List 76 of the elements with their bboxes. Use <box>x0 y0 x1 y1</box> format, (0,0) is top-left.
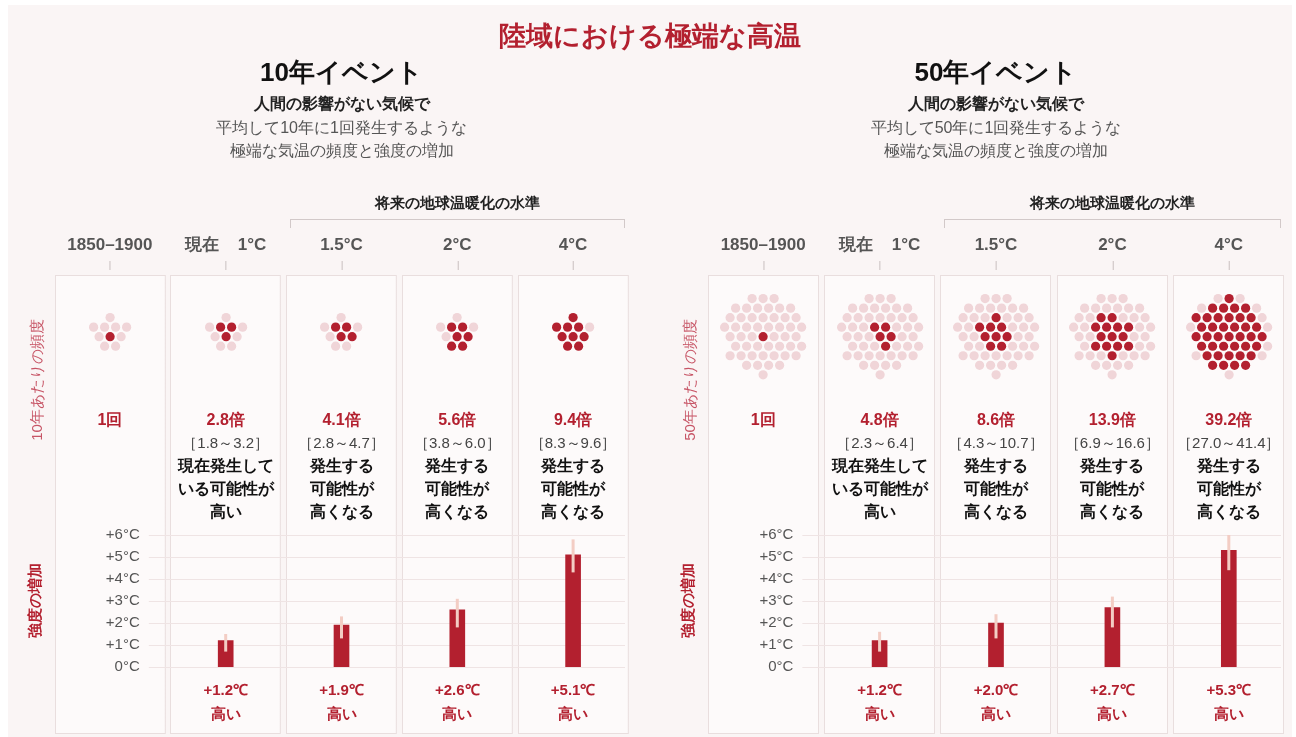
text: 発生する可能性が高くなる <box>541 457 606 520</box>
text: 現在発生している可能性が高い <box>831 457 928 520</box>
bar <box>217 640 234 667</box>
data-label: +5.3℃ 高い <box>1206 681 1252 723</box>
y-tick-label: +2°C <box>759 613 794 631</box>
data-label: 9.4倍 <box>553 410 593 430</box>
data-label: 8.6倍 <box>976 410 1016 430</box>
y-axis-title: 強度の増加 <box>26 562 44 638</box>
text: 発生する可能性が高くなる <box>309 457 374 520</box>
bar <box>1104 607 1121 667</box>
category-label: 2°C <box>1098 234 1127 256</box>
y-tick-label: +3°C <box>105 591 140 609</box>
y-axis-title: 強度の増加 <box>679 562 697 638</box>
text: 50年イベント <box>914 56 1078 88</box>
text: 将来の地球温暖化の水準 <box>1029 194 1195 212</box>
text: ［8.3～9.6］ <box>529 434 617 451</box>
text: ［6.9～16.6］ <box>1064 434 1160 451</box>
data-label: 4.1倍 <box>322 410 361 430</box>
category-label: 2°C <box>443 234 472 256</box>
text: 人間の影響がない気候で平均して50年に1回発生するような極端な気温の頻度と強度の増加 <box>869 94 1123 161</box>
category-label: 1.5°C <box>974 234 1018 256</box>
y-tick-label: +5°C <box>759 547 794 565</box>
category-label: 1850–1900 <box>67 234 153 256</box>
data-label: +5.1℃ 高い <box>550 681 596 723</box>
data-label: 1回 <box>750 410 776 430</box>
text: 発生する可能性が高くなる <box>1196 457 1261 520</box>
text: 現在発生している可能性が高い <box>177 457 274 520</box>
text: ［2.3～6.4］ <box>836 434 923 451</box>
bar <box>449 609 466 667</box>
data-label: 13.9倍 <box>1088 410 1136 430</box>
data-label: 5.6倍 <box>438 410 477 430</box>
category-label: 現在 1°C <box>185 234 267 256</box>
text: 発生する可能性が高くなる <box>1080 457 1145 520</box>
text: 発生する可能性が高くなる <box>425 457 490 520</box>
text: ［1.8～3.2］ <box>182 434 270 451</box>
y-tick-label: +5°C <box>105 547 140 565</box>
category-label: 4°C <box>1214 234 1244 256</box>
text: 50年あたりの頻度 <box>681 319 699 441</box>
y-tick-label: +1°C <box>105 635 140 653</box>
y-tick-label: 0°C <box>768 657 794 675</box>
data-label: +2.7℃ 高い <box>1090 681 1135 723</box>
y-tick-label: +4°C <box>759 569 794 587</box>
bar <box>988 622 1004 667</box>
y-tick-label: 0°C <box>114 657 140 675</box>
bar <box>1220 550 1237 667</box>
text: ［2.8～4.7］ <box>298 434 385 451</box>
text: ［4.3～10.7］ <box>948 434 1044 451</box>
data-label: 1回 <box>97 410 123 430</box>
data-label: +2.0℃ 高い <box>973 681 1019 723</box>
y-tick-label: +6°C <box>759 525 794 543</box>
y-tick-label: +6°C <box>105 525 140 543</box>
y-tick-label: +3°C <box>759 591 794 609</box>
y-tick-label: +4°C <box>105 569 140 587</box>
data-label: +2.6℃ 高い <box>434 681 480 723</box>
text: 将来の地球温暖化の水準 <box>374 194 540 212</box>
category-label: 現在 1°C <box>838 234 921 256</box>
data-label: +1.2℃ 高い <box>857 681 902 723</box>
bar <box>333 624 350 667</box>
category-label: 4°C <box>558 234 588 256</box>
text: 10年イベント <box>260 56 423 88</box>
text: 10年あたりの頻度 <box>28 319 46 441</box>
text: ［3.8～6.0］ <box>413 434 501 451</box>
data-label: 2.8倍 <box>206 410 245 430</box>
text: ［27.0～41.4］ <box>1177 434 1281 451</box>
data-label: +1.9℃ 高い <box>319 681 364 723</box>
y-tick-label: +1°C <box>759 635 794 653</box>
category-label: 1850–1900 <box>720 234 806 256</box>
category-label: 1.5°C <box>320 234 363 256</box>
y-tick-label: +2°C <box>105 613 140 631</box>
text: 発生する可能性が高くなる <box>964 457 1028 520</box>
bar <box>565 554 581 667</box>
data-label: +1.2℃ 高い <box>203 681 249 723</box>
data-label: 39.2倍 <box>1205 410 1253 430</box>
text: 陸域における極端な高温 <box>499 20 801 52</box>
text: 人間の影響がない気候で平均して10年に1回発生するような極端な気温の頻度と強度の増加 <box>215 94 468 161</box>
data-label: 4.8倍 <box>860 410 899 430</box>
